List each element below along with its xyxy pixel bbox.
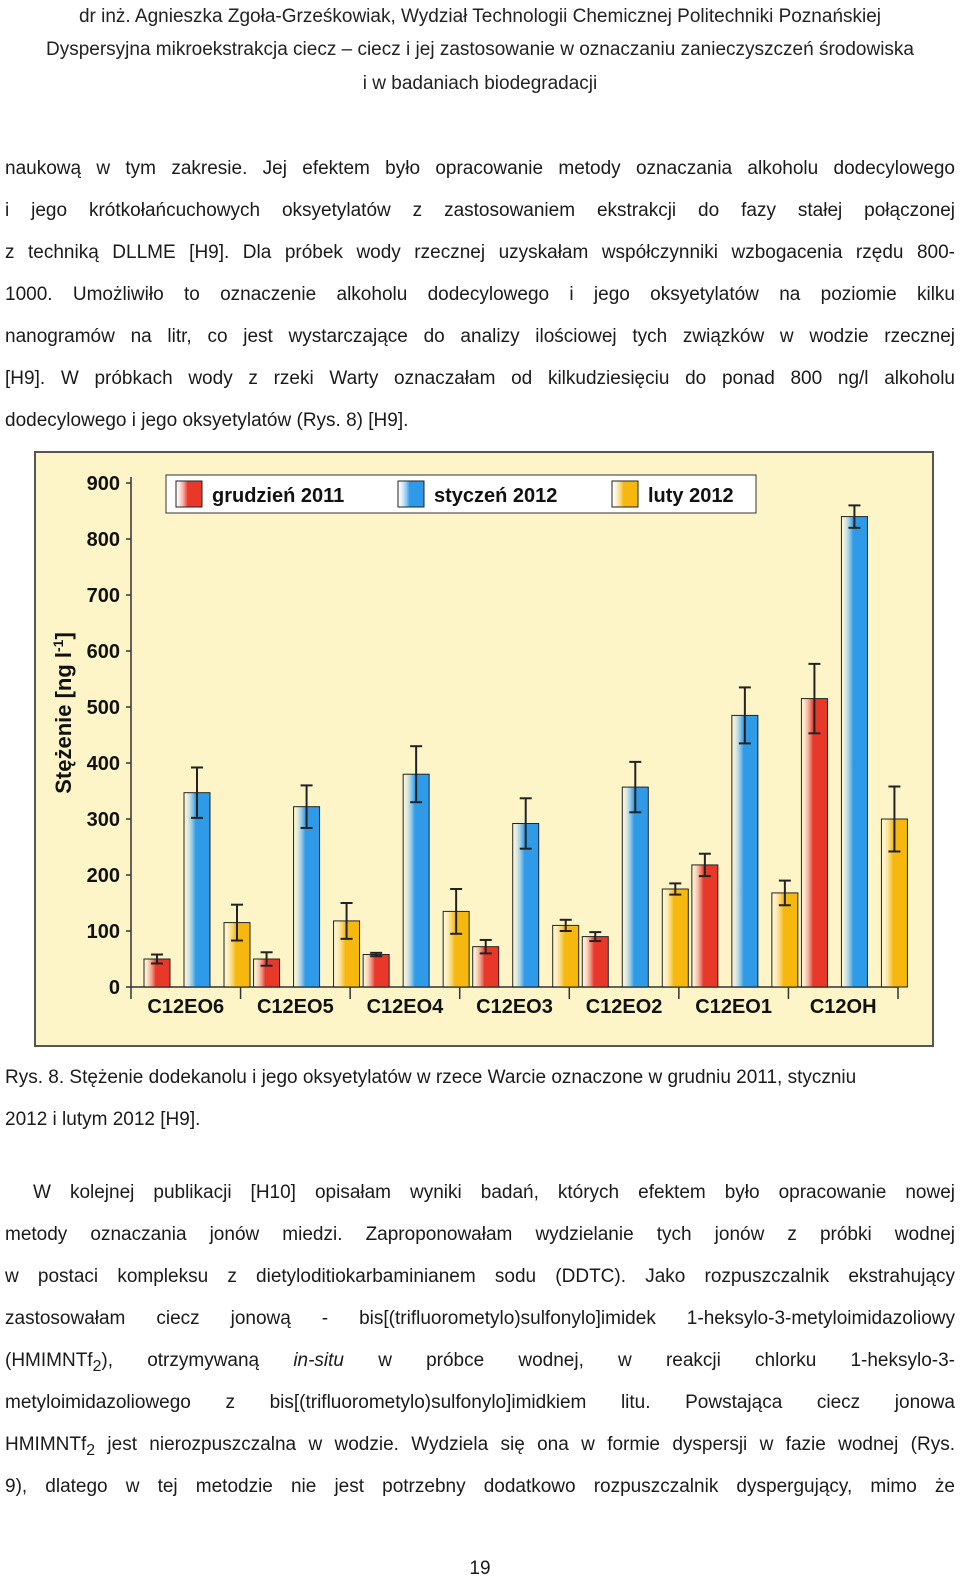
bar (691, 864, 719, 988)
bar (731, 714, 759, 988)
legend-box (165, 474, 757, 514)
text-line: zastosowałam ciecz jonową - bis[(trifluo… (5, 1308, 955, 1329)
y-axis-label-superscript: -1 (50, 639, 66, 652)
text-line: i jego krótkołańcuchowych oksyetylatów z… (5, 200, 955, 221)
legend-swatch (175, 480, 203, 508)
header-title: Dyspersyjna mikroekstrakcja ciecz – ciec… (45, 39, 914, 60)
bar (552, 924, 580, 988)
legend-label: styczeń 2012 (434, 485, 557, 507)
y-tick-label: 100 (87, 921, 120, 943)
text-line: [H9]. W próbkach wody z rzeki Warty ozna… (5, 368, 955, 389)
legend-label: grudzień 2011 (212, 485, 344, 507)
bar-chart-frame: 0 100 200 300 400 500 600 700 800 900 Stężenie [ng… (34, 451, 934, 1047)
y-tick-label: 800 (87, 529, 120, 551)
text-line: 9), dlatego w tej metodzie nie jest potr… (5, 1476, 955, 1497)
y-tick-label: 900 (87, 473, 120, 495)
legend-swatch (611, 480, 639, 508)
text-run: w próbce wodnej, w reakcji chlorku 1-hek… (378, 1350, 956, 1371)
y-axis-label: Stężenie [ng l-1] (50, 632, 76, 794)
text-line: (HMIMNTf2), otrzymywaną in-situ w próbce… (5, 1340, 955, 1382)
x-tick-label: C12EO5 (257, 996, 334, 1018)
bar-chart: 0 100 200 300 400 500 600 700 800 900 Stężenie [ng… (50, 473, 908, 1018)
text-line: metody oznaczania jonów miedzi. Zapropon… (5, 1224, 955, 1245)
bar (661, 888, 689, 988)
y-axis-label-text: ] (51, 632, 76, 639)
text-line: naukową w tym zakresie. Jej efektem było… (5, 158, 955, 179)
bar (581, 936, 609, 988)
x-tick-label: C12EO2 (586, 996, 663, 1018)
bar (771, 892, 799, 988)
text-run: (HMIMNTf (5, 1350, 93, 1371)
x-tick-label: C12EO6 (147, 996, 224, 1018)
subscript: 2 (86, 1441, 96, 1459)
x-tick-label: C12EO4 (367, 996, 445, 1018)
text-line: HMIMNTf2 jest nierozpuszczalna w wodzie.… (5, 1424, 955, 1466)
text-line: w postaci kompleksu z dietyloditiokarbam… (5, 1266, 955, 1287)
page-number: 19 (469, 1558, 491, 1579)
x-tick-label: C12OH (810, 996, 877, 1018)
y-tick-label: 400 (87, 753, 120, 775)
caption-line: 2012 i lutym 2012 [H9]. (5, 1109, 201, 1130)
paragraph-2: W kolejnej publikacji [H10] opisałam wyn… (5, 1172, 955, 1508)
text-line: metyloimidazoliowego z bis[(trifluoromet… (5, 1392, 955, 1413)
y-tick-label: 0 (109, 977, 120, 999)
bar (293, 806, 321, 988)
y-axis-label-text: Stężenie [ng l (51, 652, 76, 794)
text-line: nanogramów na litr, co jest wystarczając… (5, 326, 955, 347)
bar (621, 786, 649, 988)
bar (402, 773, 430, 988)
text-line: W kolejnej publikacji [H10] opisałam wyn… (33, 1182, 955, 1203)
y-tick-label: 500 (87, 697, 120, 719)
text-run: ), otrzymywaną (101, 1350, 260, 1371)
text-line: dodecylowego i jego oksyetylatów (Rys. 8… (5, 410, 409, 431)
bar (840, 516, 868, 988)
bar (362, 954, 390, 988)
legend-label: luty 2012 (648, 485, 734, 507)
header-title-cont: i w badaniach biodegradacji (362, 73, 598, 94)
italic-term: in-situ (293, 1350, 344, 1371)
y-tick-label: 700 (87, 585, 120, 607)
y-tick-label: 600 (87, 641, 120, 663)
caption-line: Rys. 8. Stężenie dodekanolu i jego oksye… (5, 1067, 857, 1088)
bar (800, 698, 828, 988)
paragraph-1: naukową w tym zakresie. Jej efektem było… (5, 148, 955, 442)
bar (183, 792, 211, 988)
y-tick-label: 300 (87, 809, 120, 831)
text-run: HMIMNTf (5, 1434, 87, 1455)
x-tick-label: C12EO1 (695, 996, 772, 1018)
figure-caption: Rys. 8. Stężenie dodekanolu i jego oksye… (5, 1057, 955, 1141)
y-tick-label: 200 (87, 865, 120, 887)
legend-swatch (397, 480, 425, 508)
subscript: 2 (92, 1357, 102, 1375)
bar (512, 822, 540, 988)
text-line: z techniką DLLME [H9]. Dla próbek wody r… (5, 242, 955, 263)
header-author: dr inż. Agnieszka Zgoła-Grześkowiak, Wyd… (78, 6, 882, 27)
text-line: 1000. Umożliwiło to oznaczenie alkoholu … (5, 284, 955, 305)
x-tick-label: C12EO3 (476, 996, 553, 1018)
text-run: jest nierozpuszczalna w wodzie. Wydziela… (95, 1434, 955, 1455)
